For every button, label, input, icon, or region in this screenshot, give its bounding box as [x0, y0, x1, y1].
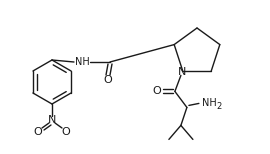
Text: NH: NH [75, 57, 89, 67]
Text: O: O [153, 86, 161, 96]
Text: O: O [62, 127, 70, 137]
Text: NH: NH [201, 98, 216, 108]
Text: O: O [104, 75, 112, 85]
Text: N: N [178, 67, 186, 77]
Text: 2: 2 [216, 102, 221, 111]
Text: O: O [34, 127, 42, 137]
Text: N: N [48, 115, 56, 125]
